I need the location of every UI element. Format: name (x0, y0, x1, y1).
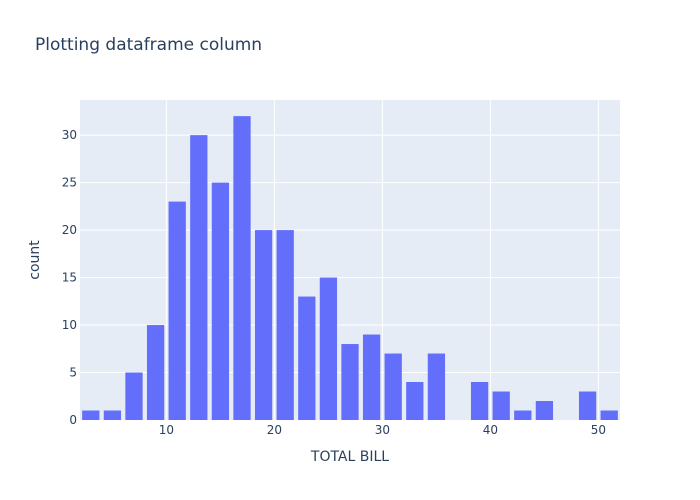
histogram-bar[interactable] (600, 410, 618, 420)
histogram-bar[interactable] (384, 353, 402, 420)
y-axis-ticks: 0 5 10 15 20 25 30 (62, 128, 77, 427)
histogram-bar[interactable] (514, 410, 532, 420)
x-tick-label: 30 (375, 423, 390, 437)
histogram-bar[interactable] (146, 325, 165, 420)
x-tick-label: 20 (267, 423, 282, 437)
histogram-bar[interactable] (276, 230, 294, 420)
histogram-bar[interactable] (535, 401, 554, 420)
histogram-bar[interactable] (362, 334, 381, 420)
y-tick-label: 20 (62, 223, 77, 237)
x-tick-label: 50 (591, 423, 606, 437)
y-tick-label: 5 (69, 366, 77, 380)
histogram-bar[interactable] (492, 391, 510, 420)
x-tick-label: 40 (483, 423, 498, 437)
histogram-bar[interactable] (168, 201, 186, 420)
y-axis-title: count (27, 240, 43, 280)
histogram-bar[interactable] (125, 372, 143, 420)
histogram-bar[interactable] (82, 410, 100, 420)
x-axis-ticks: 10 20 30 40 50 (159, 423, 606, 437)
histogram-bar[interactable] (190, 135, 208, 420)
x-tick-label: 10 (159, 423, 174, 437)
y-tick-label: 25 (62, 176, 77, 190)
histogram-bar[interactable] (406, 382, 424, 420)
histogram-bar[interactable] (341, 344, 359, 420)
histogram-bar[interactable] (427, 353, 446, 420)
histogram-bar[interactable] (298, 296, 316, 420)
chart-title: Plotting dataframe column (35, 35, 262, 55)
histogram-bar[interactable] (233, 116, 251, 421)
y-tick-label: 15 (62, 271, 77, 285)
histogram-bar[interactable] (103, 410, 122, 420)
y-tick-label: 10 (62, 318, 77, 332)
y-tick-label: 0 (69, 413, 77, 427)
x-axis-title: TOTAL BILL (310, 449, 389, 465)
histogram-bar[interactable] (319, 277, 338, 420)
histogram-bar[interactable] (254, 230, 273, 420)
histogram-bar[interactable] (470, 382, 489, 420)
bars (82, 116, 618, 421)
histogram-bar[interactable] (211, 182, 230, 420)
histogram-bar[interactable] (578, 391, 597, 420)
y-tick-label: 30 (62, 128, 77, 142)
